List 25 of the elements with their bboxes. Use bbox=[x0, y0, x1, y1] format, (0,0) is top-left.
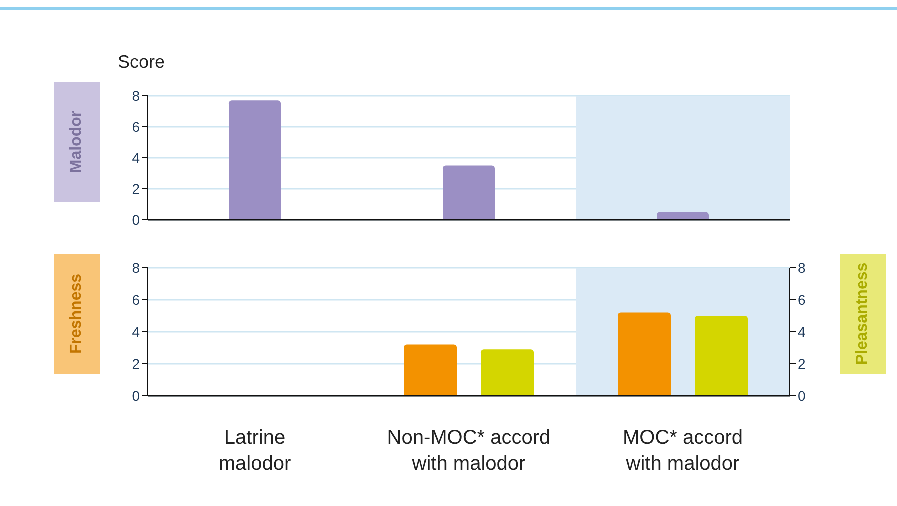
y2-tick-label: 4 bbox=[798, 324, 806, 340]
y2-tick-label: 8 bbox=[798, 260, 806, 276]
y2-axis-title: Pleasantness bbox=[854, 262, 872, 366]
y-tick-label: 2 bbox=[132, 356, 140, 372]
y-tick-label: 0 bbox=[132, 212, 140, 228]
y-tick-label: 8 bbox=[132, 260, 140, 276]
y-tick-label: 8 bbox=[132, 88, 140, 104]
y-tick-label: 4 bbox=[132, 150, 140, 166]
y-tick-label: 4 bbox=[132, 324, 140, 340]
bar bbox=[657, 212, 709, 220]
y-axis-title: Malodor bbox=[68, 110, 86, 174]
x-tick-label: MOC* accord with malodor bbox=[622, 427, 744, 475]
y2-tick-label: 2 bbox=[798, 356, 806, 372]
y-tick-label: 0 bbox=[132, 388, 140, 404]
y2-tick-label: 6 bbox=[798, 292, 806, 308]
bar bbox=[443, 166, 495, 220]
bar bbox=[229, 100, 281, 220]
text: Score bbox=[118, 52, 166, 73]
x-tick-label: Latrine malodor bbox=[218, 427, 292, 475]
y-tick-label: 6 bbox=[132, 292, 140, 308]
y-tick-label: 6 bbox=[132, 118, 140, 135]
y2-tick-label: 0 bbox=[798, 388, 806, 404]
y-axis-title: Freshness bbox=[68, 274, 86, 354]
x-tick-label: Non-MOC* accord with malodor bbox=[387, 427, 551, 475]
y-tick-label: 2 bbox=[132, 180, 140, 197]
